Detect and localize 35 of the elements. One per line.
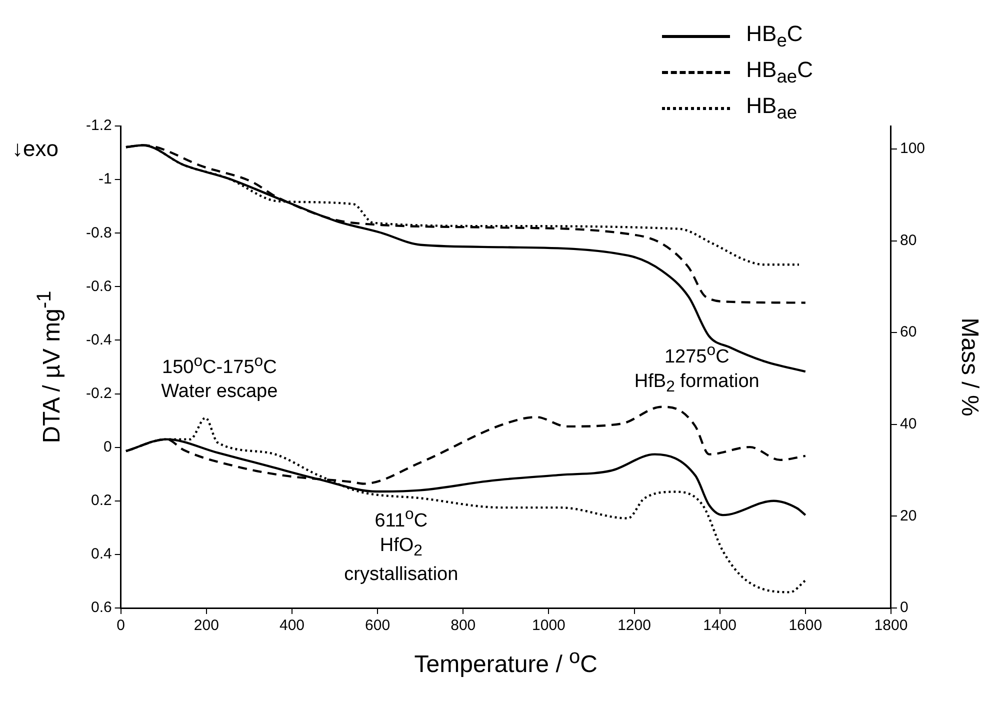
annotation: 150$^{o}$C-175$^{o}$C Water escape — [161, 351, 278, 404]
x-tick-label: 0 — [116, 617, 126, 634]
x-axis-title: Temperature / $^{o}$C — [413, 646, 598, 679]
y2-tick-label: 0 — [900, 599, 908, 616]
y-tick-label: 0.2 — [90, 492, 112, 510]
legend-label: HB$_{ae}$C — [746, 56, 813, 88]
x-tick-label: 1800 — [874, 617, 908, 634]
y2-tick-label: 100 — [900, 140, 926, 158]
annotation: 611$^{o}$C HfO$_{2}$ crystallisation — [344, 505, 458, 588]
y2-tick-label: 40 — [900, 416, 917, 433]
y-tick-label: 0 — [104, 438, 112, 456]
x-tick-label: 200 — [194, 617, 219, 634]
y-tick-label: -1.2 — [86, 117, 112, 134]
y-tick-label: 0.4 — [90, 546, 112, 563]
x-tick-label: 1000 — [532, 617, 566, 634]
y2-axis-title: Mass / % — [954, 318, 983, 416]
legend-label: HB$_{ae}$ — [746, 92, 798, 124]
x-tick-label: 1400 — [703, 617, 737, 634]
y2-tick-label: 20 — [900, 507, 917, 524]
y2-tick-label: 60 — [900, 324, 917, 341]
text: ↓exo — [12, 136, 58, 162]
y-tick-label: 0.6 — [90, 599, 112, 616]
x-tick-label: 1200 — [618, 617, 651, 634]
x-tick-label: 800 — [450, 617, 476, 634]
y-tick-label: -0.8 — [86, 224, 112, 242]
y-tick-label: -0.4 — [86, 331, 112, 348]
y2-tick-label: 80 — [900, 232, 917, 249]
text: 1275$^{o}$C HfB$_{2}$ formation — [634, 342, 760, 396]
y-tick-label: -0.2 — [86, 384, 112, 402]
y-tick-label: -0.6 — [86, 278, 112, 295]
legend-label: HB$_{e}$C — [746, 20, 803, 52]
x-tick-label: 600 — [365, 617, 390, 634]
y-tick-label: -1 — [98, 170, 112, 188]
x-tick-label: 1600 — [788, 617, 822, 634]
x-tick-label: 400 — [279, 617, 304, 634]
